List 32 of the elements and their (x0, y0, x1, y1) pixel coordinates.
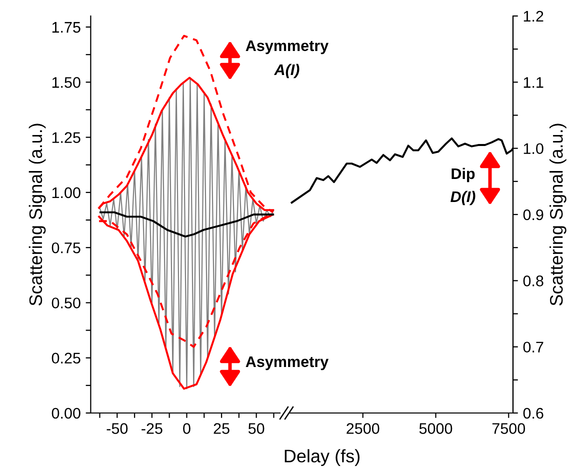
y-tick-label: 0.50 (52, 298, 80, 308)
y-tick-label: 0.75 (52, 242, 80, 254)
y2-tick-label: 0.9 (523, 209, 544, 220)
y2-tick-label: 1.2 (524, 10, 544, 22)
y2-tick-label: 0.7 (523, 342, 544, 353)
x-tick-label: 50 (248, 423, 264, 434)
y2-tick-label: 0.8 (523, 276, 544, 286)
annotation: D(I) (450, 190, 476, 206)
annotation: Asymmetry (246, 356, 329, 370)
y-tick-label: 1.25 (52, 132, 80, 143)
x-tick-label: 25 (214, 423, 230, 434)
y-tick-label: 1.75 (52, 22, 80, 33)
annotation: A(I) (274, 64, 300, 78)
y-tick-label: 0.00 (52, 408, 80, 419)
line-series (99, 211, 274, 238)
y2-axis-title: Scattering Signal (a.u.) (550, 124, 566, 306)
x-tick-label: -25 (142, 423, 162, 434)
x-tick-label: 5000 (419, 423, 452, 434)
x-axis-title: Delay (fs) (284, 449, 360, 466)
annotation: Dip (452, 168, 475, 182)
x-tick-label: -50 (106, 423, 128, 434)
y-tick-label: 1.00 (52, 187, 80, 198)
y-tick-label: 1.50 (52, 77, 80, 88)
x-tick-label: 7500 (492, 423, 526, 434)
y2-tick-label: 0.6 (523, 408, 544, 419)
y-tick-label: 0.25 (52, 352, 80, 364)
x-tick-label: 2500 (346, 423, 380, 434)
y2-tick-label: 1.0 (524, 143, 544, 154)
x-tick-label: 0 (183, 423, 190, 434)
y-axis-title: Scattering Signal (a.u.) (28, 124, 46, 306)
annotation: Asymmetry (246, 40, 329, 54)
y2-tick-label: 1.1 (524, 77, 544, 88)
